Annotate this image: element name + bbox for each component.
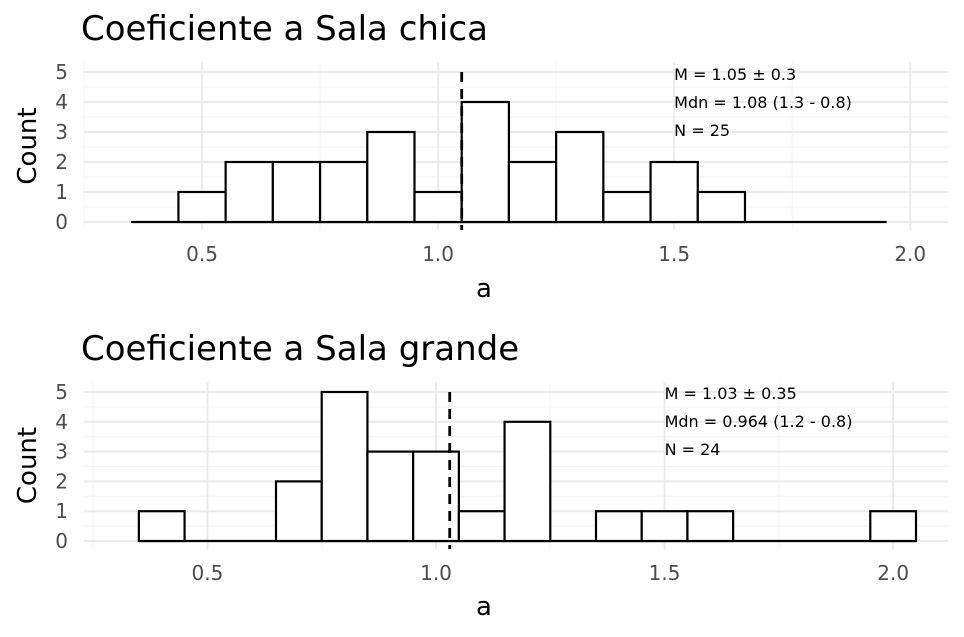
histogram-bar — [366, 130, 416, 224]
x-tick-label: 2.0 — [877, 561, 909, 585]
x-tick-label: 1.0 — [420, 561, 452, 585]
x-tick-label: 1.0 — [422, 242, 454, 266]
y-tick-label: 3 — [55, 120, 68, 144]
stats-annotation: Mdn = 1.08 (1.3 - 0.8) — [674, 93, 852, 112]
y-tick-label: 3 — [55, 440, 68, 464]
stats-annotation: N = 25 — [674, 121, 730, 140]
histogram-bar — [457, 510, 506, 543]
stats-annotation: Mdn = 0.964 (1.2 - 0.8) — [665, 412, 853, 431]
y-axis-title: Count — [13, 427, 43, 504]
x-tick-label: 0.5 — [186, 242, 218, 266]
histogram-bar — [177, 190, 227, 224]
histogram-bar — [686, 510, 735, 543]
stats-annotation: M = 1.03 ± 0.35 — [665, 384, 797, 403]
histogram-panel-sala-chica: 0 1 2 3 4 5 0.5 1.0 1.5 2.0 Coeficiente a Sala chi… — [13, 9, 948, 304]
y-tick-label: 5 — [55, 380, 68, 404]
histogram-bar — [507, 160, 558, 224]
x-tick-label: 1.5 — [658, 242, 690, 266]
x-axis-title: a — [476, 274, 492, 304]
histogram-bar — [412, 450, 460, 543]
y-tick-label: 2 — [55, 150, 68, 174]
histogram-bar — [318, 160, 369, 224]
y-tick-label: 1 — [55, 499, 68, 523]
y-tick-label: 2 — [55, 469, 68, 493]
histogram-bar — [137, 510, 186, 543]
histogram-bar — [366, 450, 415, 543]
histogram-bar — [320, 390, 369, 543]
y-tick-label: 5 — [55, 60, 68, 84]
histogram-bar — [413, 190, 463, 224]
x-tick-label: 1.5 — [649, 561, 681, 585]
histogram-bar — [271, 160, 322, 224]
x-tick-label: 0.5 — [192, 561, 224, 585]
histogram-bar — [555, 130, 605, 224]
histogram-panel-sala-grande: 0 1 2 3 4 5 0.5 1.0 1.5 2.0 Coeficiente a Sala gra… — [13, 329, 948, 622]
chart-title: Coeficiente a Sala chica — [81, 9, 488, 49]
stats-annotation: N = 24 — [665, 440, 721, 459]
stats-annotation: M = 1.05 ± 0.3 — [674, 65, 796, 84]
histogram-bar — [460, 100, 511, 224]
y-tick-label: 0 — [55, 529, 68, 553]
histogram-bar — [696, 190, 747, 224]
y-tick-label: 1 — [55, 180, 68, 204]
x-axis-title: a — [476, 592, 492, 622]
y-axis-title: Count — [13, 107, 43, 184]
histogram-bar — [594, 510, 643, 543]
y-tick-label: 0 — [55, 210, 68, 234]
y-tick-label: 4 — [55, 410, 68, 434]
histogram-bar — [640, 510, 689, 543]
histogram-bar — [602, 190, 652, 224]
histogram-bar — [869, 510, 918, 543]
histogram-bar — [224, 160, 274, 224]
y-tick-label: 4 — [55, 90, 68, 114]
histogram-bar — [649, 160, 699, 224]
histogram-bar — [503, 420, 552, 543]
histogram-bar — [274, 480, 323, 543]
x-tick-label: 2.0 — [894, 242, 926, 266]
chart-title: Coeficiente a Sala grande — [81, 329, 519, 369]
